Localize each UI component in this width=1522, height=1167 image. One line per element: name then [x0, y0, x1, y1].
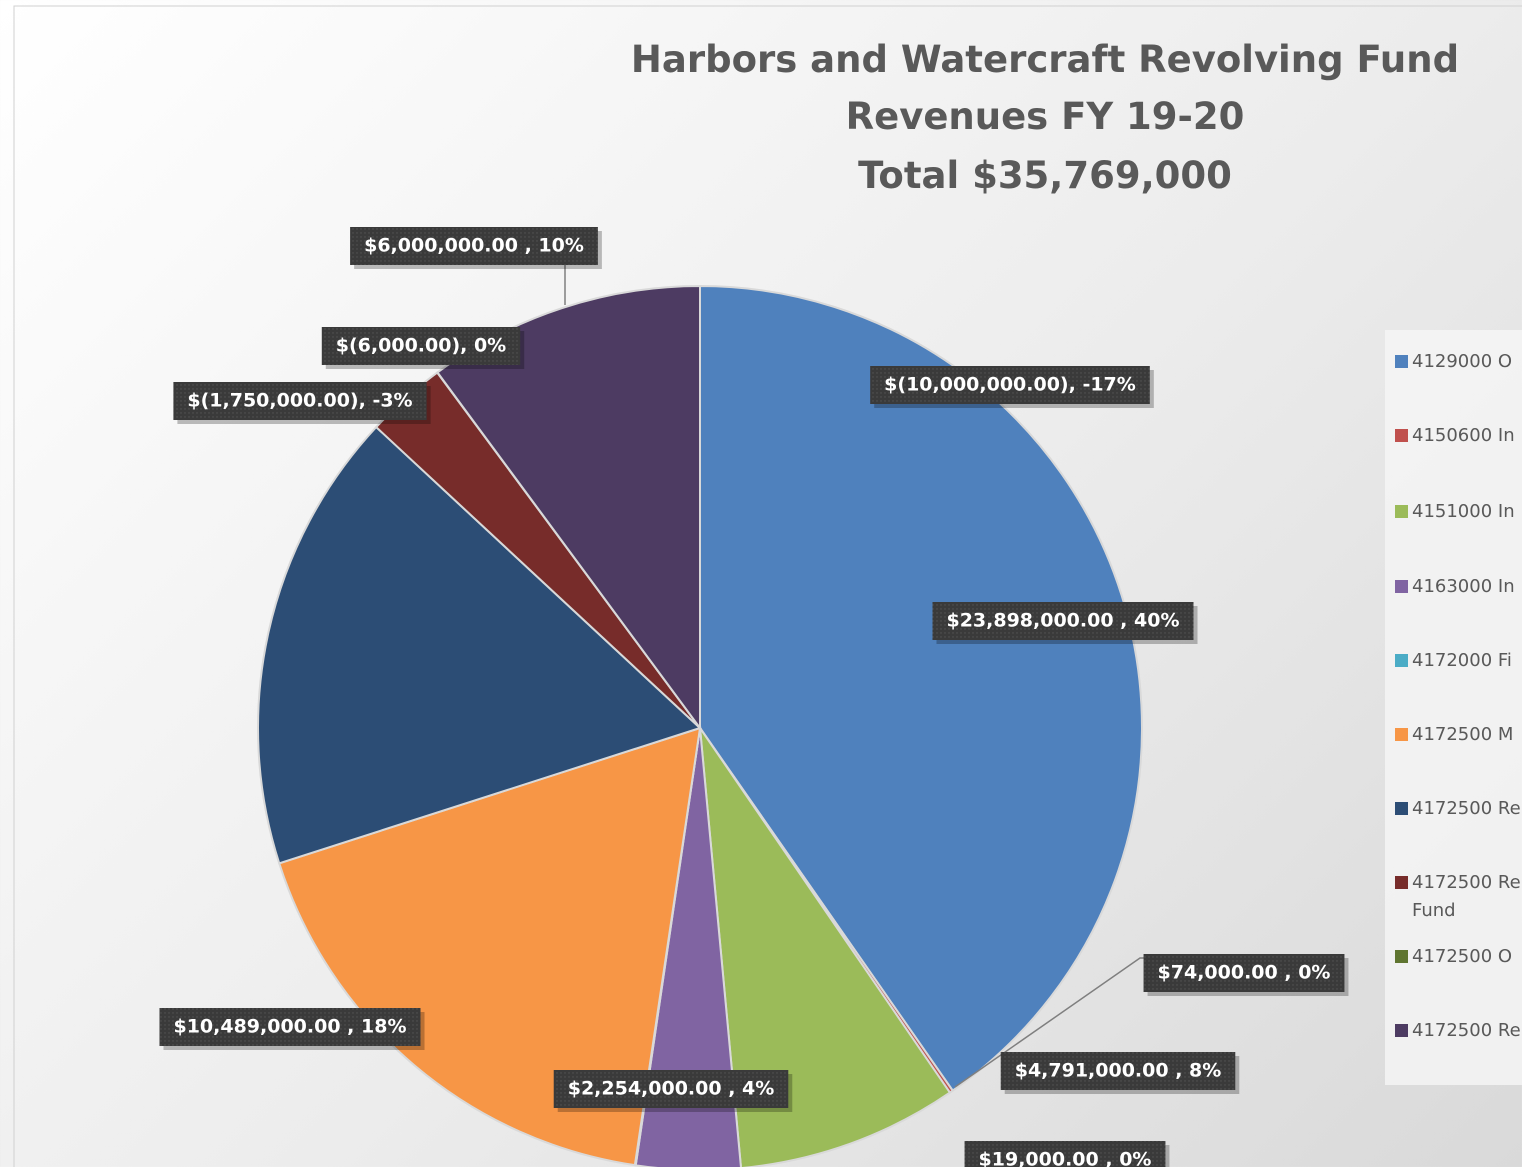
legend-swatch: [1395, 429, 1408, 442]
legend-swatch: [1395, 505, 1408, 518]
data-label: $(1,750,000.00), -3%: [187, 390, 412, 412]
data-label: $(10,000,000.00), -17%: [884, 374, 1136, 396]
data-labels: $23,898,000.00 , 40% $74,000.00 , 0% $4,79…: [159, 227, 1349, 1167]
pie-slice: [698, 724, 952, 1167]
pie-slice: [277, 726, 702, 1167]
label-box: [870, 366, 1150, 404]
legend: 4129000 O 4150600 In 4151000 In 4163000 In 4…: [1385, 330, 1522, 1085]
label-box: [350, 227, 598, 265]
legend-swatch: [1395, 654, 1408, 667]
label-box: [1000, 1052, 1236, 1090]
chart-title: Total $35,769,000: [858, 154, 1232, 197]
data-label: $23,898,000.00 , 40%: [946, 610, 1179, 632]
legend-swatch: [1395, 580, 1408, 593]
data-label: $10,489,000.00 , 18%: [173, 1016, 406, 1038]
legend-label: 4172500 M: [1412, 724, 1514, 745]
data-label: $2,254,000.00 , 4%: [568, 1078, 775, 1100]
legend-label: 4172500 Re: [1412, 1020, 1521, 1041]
legend-label: 4172000 Fi: [1412, 650, 1512, 671]
chart-title: Revenues FY 19-20: [846, 95, 1245, 138]
legend-label: 4150600 In: [1412, 425, 1515, 446]
legend-swatch: [1395, 802, 1408, 815]
chart-border: [13, 5, 1522, 1167]
chart-title: Harbors and Watercraft Revolving Fund: [631, 38, 1459, 81]
legend-swatch: [1395, 1024, 1408, 1037]
data-label: $6,000,000.00 , 10%: [364, 235, 584, 257]
label-box: [173, 382, 427, 420]
legend-swatch: [1395, 876, 1408, 889]
legend-swatch: [1395, 728, 1408, 741]
legend-label: 4172500 O: [1412, 946, 1513, 967]
data-label: $19,000.00 , 0%: [979, 1149, 1152, 1167]
legend-label: 4172500 Re Fund: [1412, 872, 1521, 921]
data-label: $(6,000.00), 0%: [336, 335, 506, 357]
legend-label: 4129000 O: [1412, 351, 1513, 372]
legend-swatch: [1395, 950, 1408, 963]
legend-label: 4163000 In: [1412, 576, 1515, 597]
legend-label: 4151000 In: [1412, 501, 1515, 522]
data-label: $74,000.00 , 0%: [1158, 962, 1331, 984]
legend-swatch: [1395, 355, 1408, 368]
label-box: [1143, 954, 1345, 992]
pie: [257, 284, 1143, 1167]
label-box: [932, 602, 1194, 640]
label-box: [159, 1008, 421, 1046]
legend-label: 4172500 Re: [1412, 798, 1521, 819]
pie-slice: [699, 284, 1143, 1093]
label-box: [553, 1070, 789, 1108]
data-label: $4,791,000.00 , 8%: [1015, 1060, 1222, 1082]
label-box: [321, 327, 521, 365]
label-box: [964, 1141, 1166, 1167]
pie-slice: [257, 425, 702, 865]
